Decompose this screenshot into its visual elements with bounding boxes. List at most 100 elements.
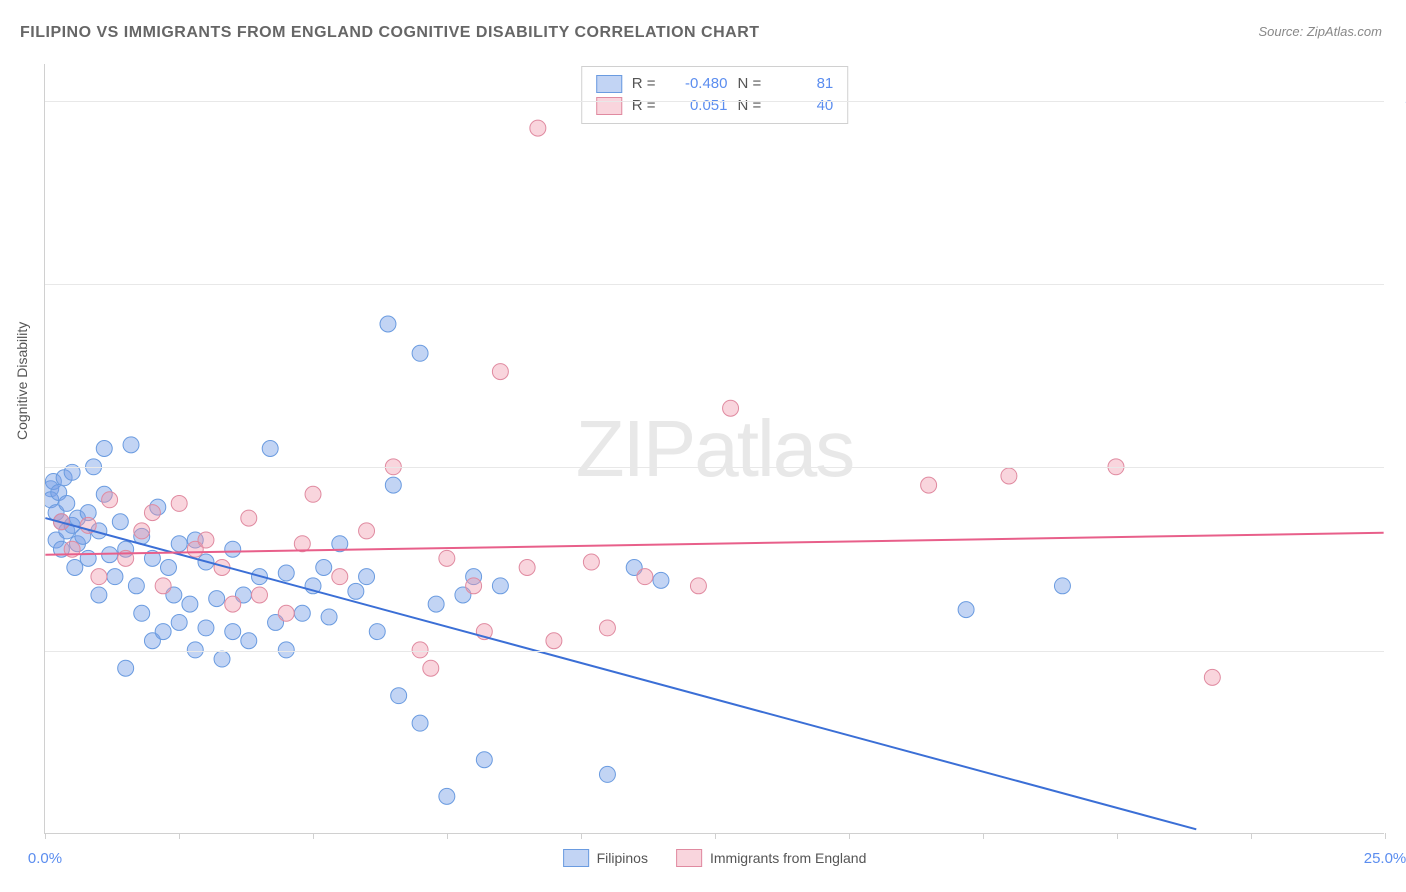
data-point <box>294 536 310 552</box>
data-point <box>123 437 139 453</box>
data-point <box>278 605 294 621</box>
xtick <box>1385 833 1386 839</box>
gridline <box>45 467 1384 468</box>
stats-legend-box: R = -0.480 N = 81 R = 0.051 N = 40 <box>581 66 849 124</box>
data-point <box>294 605 310 621</box>
data-point <box>91 587 107 603</box>
data-point <box>225 624 241 640</box>
r-label: R = <box>632 95 656 117</box>
data-point <box>599 620 615 636</box>
ytick-label: 10.0% <box>1392 642 1406 659</box>
xtick <box>1251 833 1252 839</box>
data-point <box>155 578 171 594</box>
data-point <box>241 510 257 526</box>
data-point <box>171 614 187 630</box>
data-point <box>67 560 83 576</box>
data-point <box>155 624 171 640</box>
data-point <box>321 609 337 625</box>
data-point <box>241 633 257 649</box>
data-point <box>369 624 385 640</box>
y-axis-label: Cognitive Disability <box>14 322 30 440</box>
data-point <box>348 583 364 599</box>
ytick-label: 40.0% <box>1392 92 1406 109</box>
r-value-filipinos: -0.480 <box>666 73 728 95</box>
data-point <box>91 569 107 585</box>
data-point <box>1054 578 1070 594</box>
data-point <box>182 596 198 612</box>
source-name: ZipAtlas.com <box>1307 24 1382 39</box>
data-point <box>439 550 455 566</box>
data-point <box>958 602 974 618</box>
data-point <box>134 523 150 539</box>
data-point <box>690 578 706 594</box>
data-point <box>423 660 439 676</box>
data-point <box>161 560 177 576</box>
data-point <box>492 364 508 380</box>
data-point <box>102 492 118 508</box>
data-point <box>359 569 375 585</box>
data-point <box>391 688 407 704</box>
plot-area: ZIPatlas R = -0.480 N = 81 R = 0.051 N =… <box>44 64 1384 834</box>
data-point <box>412 715 428 731</box>
xtick <box>447 833 448 839</box>
legend-label-filipinos: Filipinos <box>597 850 648 866</box>
xtick-label: 25.0% <box>1364 850 1406 867</box>
legend-item-filipinos: Filipinos <box>563 849 648 867</box>
chart-svg <box>45 64 1384 833</box>
data-point <box>439 788 455 804</box>
xtick <box>983 833 984 839</box>
xtick <box>849 833 850 839</box>
data-point <box>412 345 428 361</box>
data-point <box>332 569 348 585</box>
data-point <box>1001 468 1017 484</box>
legend-item-england: Immigrants from England <box>676 849 866 867</box>
gridline <box>45 284 1384 285</box>
data-point <box>1204 669 1220 685</box>
data-point <box>359 523 375 539</box>
gridline <box>45 651 1384 652</box>
data-point <box>492 578 508 594</box>
data-point <box>637 569 653 585</box>
data-point <box>723 400 739 416</box>
data-point <box>583 554 599 570</box>
data-point <box>134 605 150 621</box>
chart-title: FILIPINO VS IMMIGRANTS FROM ENGLAND COGN… <box>20 24 760 42</box>
data-point <box>530 120 546 136</box>
xtick <box>581 833 582 839</box>
xtick <box>313 833 314 839</box>
xtick <box>1117 833 1118 839</box>
data-point <box>546 633 562 649</box>
data-point <box>112 514 128 530</box>
data-point <box>59 495 75 511</box>
gridline <box>45 101 1384 102</box>
data-point <box>144 505 160 521</box>
ytick-label: 20.0% <box>1392 459 1406 476</box>
data-point <box>599 766 615 782</box>
data-point <box>305 486 321 502</box>
n-label: N = <box>738 73 762 95</box>
data-point <box>171 495 187 511</box>
xtick <box>179 833 180 839</box>
data-point <box>476 752 492 768</box>
data-point <box>198 532 214 548</box>
data-point <box>316 560 332 576</box>
xtick <box>715 833 716 839</box>
trend-line <box>45 518 1196 829</box>
data-point <box>128 578 144 594</box>
ytick-label: 30.0% <box>1392 276 1406 293</box>
data-point <box>171 536 187 552</box>
data-point <box>209 591 225 607</box>
xtick-label: 0.0% <box>28 850 62 867</box>
data-point <box>96 441 112 457</box>
data-point <box>214 651 230 667</box>
data-point <box>118 660 134 676</box>
n-label: N = <box>738 95 762 117</box>
data-point <box>225 596 241 612</box>
data-point <box>198 620 214 636</box>
data-point <box>380 316 396 332</box>
data-point <box>921 477 937 493</box>
data-point <box>428 596 444 612</box>
swatch-filipinos-icon <box>596 75 622 93</box>
legend-swatch-filipinos-icon <box>563 849 589 867</box>
data-point <box>385 477 401 493</box>
